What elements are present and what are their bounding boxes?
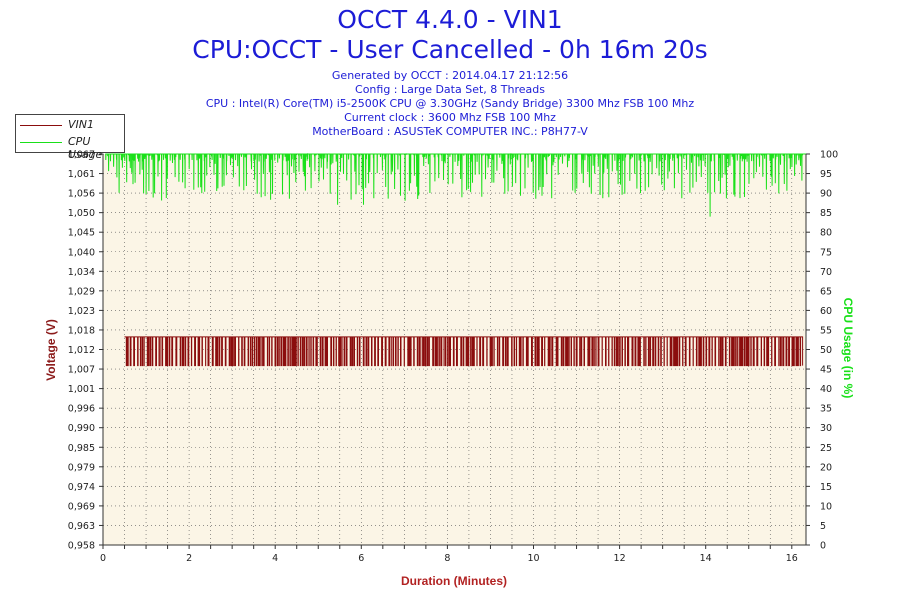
y2-tick-label: 90 bbox=[820, 189, 832, 200]
info-clock: Current clock : 3600 Mhz FSB 100 Mhz bbox=[344, 111, 556, 124]
y2-tick-label: 60 bbox=[820, 306, 832, 317]
legend-swatch-vin1 bbox=[20, 125, 62, 126]
y-tick-label: 1,001 bbox=[68, 384, 95, 395]
y2-tick-label: 30 bbox=[820, 423, 832, 434]
x-tick-label: 2 bbox=[186, 553, 192, 564]
x-tick-label: 16 bbox=[786, 553, 798, 564]
y2-tick-label: 25 bbox=[820, 443, 832, 454]
x-tick-label: 8 bbox=[444, 553, 450, 564]
legend-label-vin1: VIN1 bbox=[68, 118, 94, 131]
x-tick-label: 12 bbox=[614, 553, 626, 564]
y2-tick-label: 95 bbox=[820, 169, 832, 180]
y-tick-label: 1,050 bbox=[68, 208, 95, 219]
y2-tick-label: 5 bbox=[820, 521, 826, 532]
y2-tick-label: 80 bbox=[820, 228, 832, 239]
axes: 0,958 00,963 50,969 100,974 150,979 200,985 25… bbox=[68, 150, 838, 565]
y-tick-label: 1,034 bbox=[68, 267, 95, 278]
y-tick-label: 0,974 bbox=[68, 482, 95, 493]
y-tick-label: 0,979 bbox=[68, 462, 95, 473]
legend-item-cpu: CPU Usage bbox=[16, 134, 124, 161]
x-tick-label: 14 bbox=[700, 553, 712, 564]
y2-tick-label: 20 bbox=[820, 462, 832, 473]
series-vin1 bbox=[124, 336, 804, 367]
x-tick-label: 4 bbox=[272, 553, 278, 564]
legend-item-vin1: VIN1 bbox=[16, 117, 124, 133]
y2-tick-label: 100 bbox=[820, 150, 838, 161]
y-tick-label: 1,061 bbox=[68, 169, 95, 180]
y2-tick-label: 0 bbox=[820, 541, 826, 552]
info-generated: Generated by OCCT : 2014.04.17 21:12:56 bbox=[331, 69, 569, 82]
y2-tick-label: 85 bbox=[820, 208, 832, 219]
legend: VIN1 CPU Usage bbox=[15, 114, 125, 161]
y-tick-label: 1,040 bbox=[68, 247, 95, 258]
y2-tick-label: 45 bbox=[820, 365, 832, 376]
y2-tick-label: 10 bbox=[820, 501, 832, 512]
y-tick-label: 0,985 bbox=[68, 443, 95, 454]
y2-tick-label: 35 bbox=[820, 404, 832, 415]
y-tick-label: 1,045 bbox=[68, 228, 95, 239]
x-tick-label: 6 bbox=[358, 553, 364, 564]
cpu-usage-line bbox=[105, 152, 806, 217]
y2-tick-label: 50 bbox=[820, 345, 832, 356]
x-tick-label: 10 bbox=[527, 553, 539, 564]
legend-swatch-cpu bbox=[20, 142, 62, 143]
info-motherboard: MotherBoard : ASUSTeK COMPUTER INC.: P8H… bbox=[312, 125, 588, 138]
y-tick-label: 1,056 bbox=[68, 189, 95, 200]
y2-tick-label: 40 bbox=[820, 384, 832, 395]
y-tick-label: 0,969 bbox=[68, 501, 95, 512]
y-tick-label: 1,067 bbox=[68, 150, 95, 161]
chart-subtitle: CPU:OCCT - User Cancelled - 0h 16m 20s bbox=[192, 35, 708, 64]
series-cpu-usage bbox=[105, 152, 806, 217]
vin1-line bbox=[124, 336, 804, 367]
y2-tick-label: 15 bbox=[820, 482, 832, 493]
chart-title: OCCT 4.4.0 - VIN1 bbox=[337, 5, 563, 34]
y-tick-label: 1,007 bbox=[68, 365, 95, 376]
info-config: Config : Large Data Set, 8 Threads bbox=[355, 83, 545, 96]
y-tick-label: 0,996 bbox=[68, 404, 95, 415]
y-tick-label: 0,958 bbox=[68, 541, 95, 552]
y2-tick-label: 70 bbox=[820, 267, 832, 278]
y2-tick-label: 55 bbox=[820, 325, 832, 336]
info-cpu: CPU : Intel(R) Core(TM) i5-2500K CPU @ 3… bbox=[205, 97, 695, 110]
y-tick-label: 1,012 bbox=[68, 345, 95, 356]
y2-tick-label: 65 bbox=[820, 286, 832, 297]
x-axis-title: Duration (Minutes) bbox=[401, 574, 507, 588]
y-tick-label: 0,963 bbox=[68, 521, 95, 532]
y-tick-label: 1,023 bbox=[68, 306, 95, 317]
x-tick-label: 0 bbox=[100, 553, 106, 564]
y-tick-label: 1,029 bbox=[68, 286, 95, 297]
legend-label-cpu: CPU Usage bbox=[68, 135, 103, 161]
y-axis-title: Voltage (V) bbox=[44, 319, 58, 381]
y2-axis-title: CPU Usage (in %) bbox=[841, 298, 855, 399]
y-tick-label: 1,018 bbox=[68, 325, 95, 336]
y-tick-label: 0,990 bbox=[68, 423, 95, 434]
y2-tick-label: 75 bbox=[820, 247, 832, 258]
